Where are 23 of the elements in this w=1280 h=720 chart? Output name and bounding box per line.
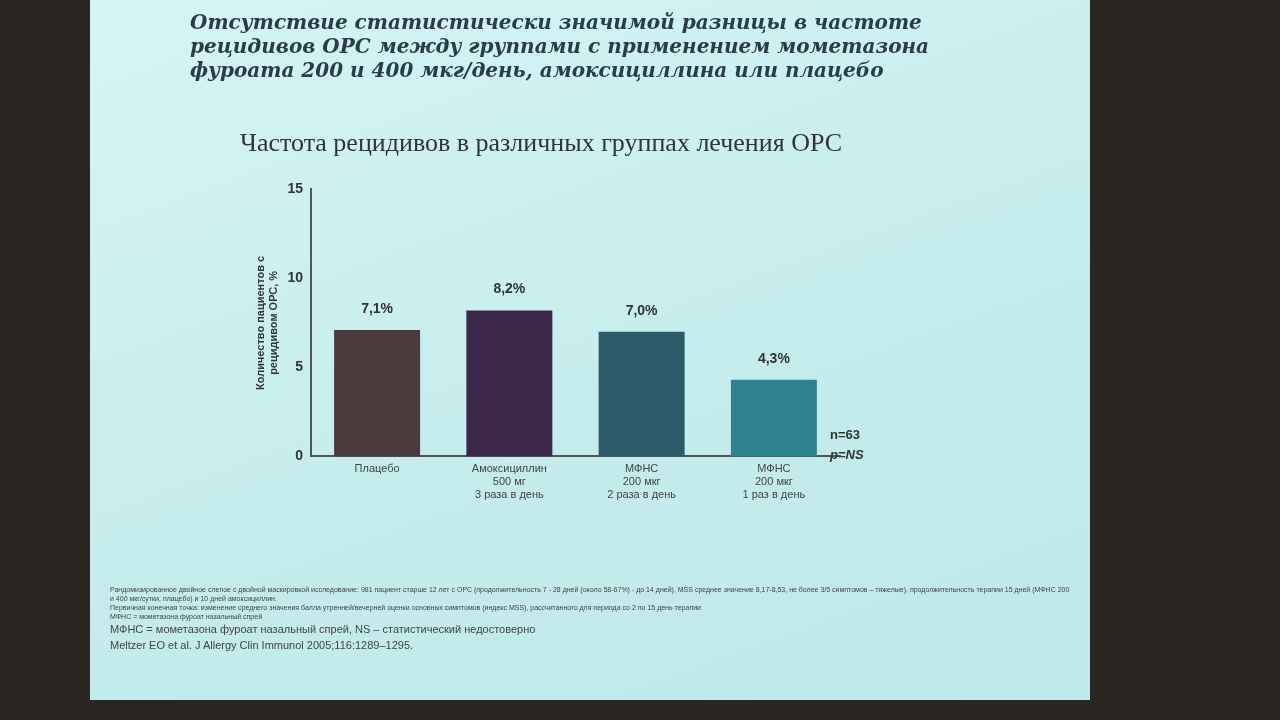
x-tick-label: Амоксициллин 500 мг 3 раза в день <box>471 462 547 501</box>
y-axis-title: Количество пациентов с рецидивом ОРС, % <box>253 255 279 390</box>
y-tick-label: 10 <box>287 269 304 286</box>
x-tick-label: Плацебо <box>354 462 400 475</box>
bar <box>466 310 553 457</box>
bar <box>730 379 817 457</box>
data-label: 7,0% <box>625 301 659 318</box>
annotation: p=NS <box>830 446 864 464</box>
data-label: 4,3% <box>757 349 791 366</box>
bar <box>598 331 685 457</box>
data-label: 8,2% <box>493 280 526 297</box>
text: МФНС = мометазона фуроат назальный спрей, NS – статистический недостоверно <box>110 622 537 637</box>
chart-title: Отсутствие статистически значимой разницы в частоте рецидивов ОРС между группами с применением мометазона фуроата 200 и 400 мкг/день, амоксициллина или плацебо <box>190 10 931 82</box>
x-tick-label: МФНС 200 мкг 1 раз в день <box>742 462 806 501</box>
annotation: n=63 <box>830 426 861 444</box>
y-tick-label: 15 <box>287 180 304 197</box>
bar <box>334 330 421 457</box>
text: Meltzer EO et al. J Allergy Clin Immunol 2005;116:1289–1295. <box>110 638 415 653</box>
data-label: 7,1% <box>361 299 394 316</box>
y-tick-label: 5 <box>295 358 304 375</box>
x-tick-label: МФНС 200 мкг 2 раза в день <box>607 462 677 501</box>
chart-subtitle: Частота рецидивов в различных группах лечения ОРС <box>240 128 843 158</box>
y-tick-label: 0 <box>295 447 304 464</box>
